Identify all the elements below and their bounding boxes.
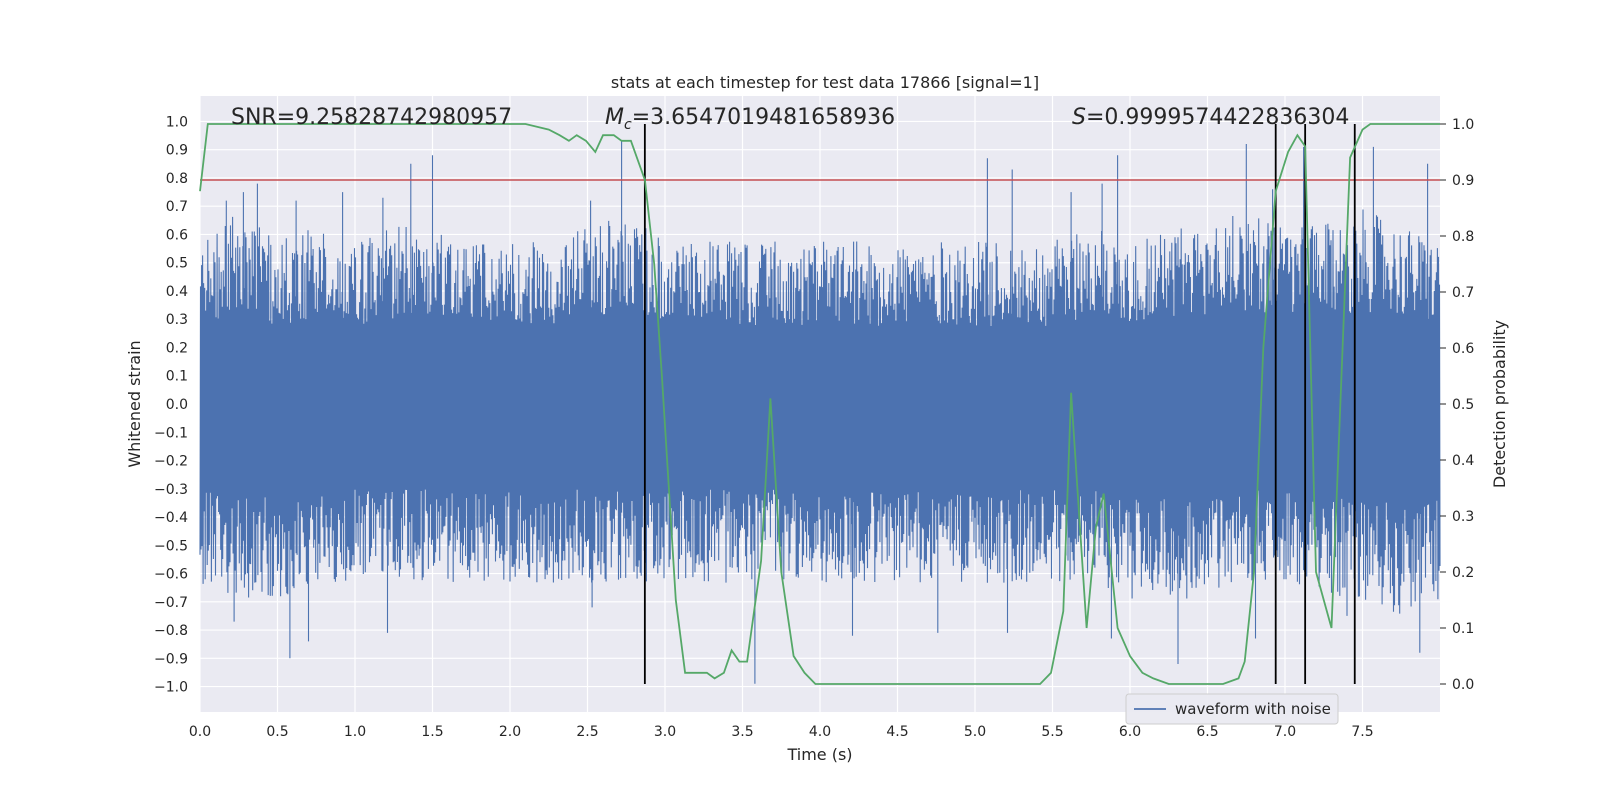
y-tick-label: −0.7 bbox=[154, 595, 188, 611]
chirp-mass-value: =3.6547019481658936 bbox=[632, 105, 895, 130]
y-tick-label: −0.4 bbox=[154, 510, 188, 526]
x-axis-label: Time (s) bbox=[786, 745, 852, 764]
y2-axis-label: Detection probability bbox=[1490, 320, 1509, 488]
y2-tick-label: 0.8 bbox=[1452, 229, 1474, 245]
y-tick-label: −0.8 bbox=[154, 623, 188, 639]
waveform-with-noise bbox=[199, 141, 1441, 684]
x-tick-label: 3.0 bbox=[654, 724, 676, 740]
chart-title: stats at each timestep for test data 178… bbox=[611, 73, 1039, 92]
detection-probability-line bbox=[199, 123, 1440, 685]
y2-tick-label: 1.0 bbox=[1452, 117, 1474, 133]
y-tick-label: 0.9 bbox=[166, 143, 188, 159]
y-tick-label: −0.9 bbox=[154, 651, 188, 667]
waveform-trace bbox=[199, 141, 1441, 684]
x-tick-label: 6.5 bbox=[1196, 724, 1218, 740]
x-tick-label: 7.5 bbox=[1351, 724, 1373, 740]
y2-tick-label: 0.0 bbox=[1452, 677, 1474, 693]
y-tick-label: 0.6 bbox=[166, 227, 188, 243]
snr-annotation: SNR=9.25828742980957 bbox=[231, 105, 512, 130]
y2-tick-label: 0.3 bbox=[1452, 509, 1474, 525]
x-tick-label: 2.0 bbox=[499, 724, 521, 740]
chirp-mass-subscript: c bbox=[624, 117, 632, 133]
event-markers bbox=[643, 124, 1356, 684]
chirp-mass-annotation: Mc=3.6547019481658936 bbox=[605, 105, 895, 133]
y-axis-label: Whitened strain bbox=[125, 340, 144, 467]
y2-tick-label: 0.9 bbox=[1452, 173, 1474, 189]
y-tick-label: 0.5 bbox=[166, 256, 188, 272]
x-tick-label: 1.0 bbox=[344, 724, 366, 740]
x-tick-label: 4.5 bbox=[886, 724, 908, 740]
y-tick-labels: 1.0 0.9 0.8 0.7 0.6 0.5 0.4 0.3 0.2 0.1 0.0 −0.1 −0.… bbox=[154, 114, 188, 695]
y2-tick-label: 0.2 bbox=[1452, 565, 1474, 581]
x-tick-label: 3.5 bbox=[731, 724, 753, 740]
legend-box bbox=[1125, 693, 1339, 725]
y2-tick-label: 0.6 bbox=[1452, 341, 1474, 357]
y-tick-label: 0.8 bbox=[166, 171, 188, 187]
y2-tick-label: 0.5 bbox=[1452, 397, 1474, 413]
x-tick-label: 1.5 bbox=[421, 724, 443, 740]
legend: waveform with noise bbox=[1125, 693, 1339, 725]
x-tick-label: 6.0 bbox=[1119, 724, 1141, 740]
y-tick-label: 0.1 bbox=[166, 369, 188, 385]
x-tick-label: 0.5 bbox=[266, 724, 288, 740]
y2-tick-label: 0.4 bbox=[1452, 453, 1474, 469]
x-tick-labels: 0.0 0.5 1.0 1.5 2.0 2.5 3.0 3.5 4.0 4.5 5.0 5.5 6.0 6… bbox=[189, 724, 1374, 740]
y2-tick-label: 0.1 bbox=[1452, 621, 1474, 637]
x-tick-label: 5.0 bbox=[964, 724, 986, 740]
y2-tick-labels: 1.0 0.9 0.8 0.7 0.6 0.5 0.4 0.3 0.2 0.1 0.0 bbox=[1440, 117, 1474, 693]
x-tick-label: 2.5 bbox=[576, 724, 598, 740]
x-tick-label: 4.0 bbox=[809, 724, 831, 740]
x-tick-label: 0.0 bbox=[189, 724, 211, 740]
score-symbol: S bbox=[1072, 105, 1086, 130]
y-tick-label: 1.0 bbox=[166, 114, 188, 130]
x-tick-label: 7.0 bbox=[1274, 724, 1296, 740]
x-tick-label: 5.5 bbox=[1041, 724, 1063, 740]
y-tick-label: −0.3 bbox=[154, 482, 188, 498]
y-tick-label: −0.5 bbox=[154, 538, 188, 554]
score-value: =0.9999574422836304 bbox=[1086, 105, 1349, 130]
y-tick-label: −0.1 bbox=[154, 425, 188, 441]
y-tick-label: −0.2 bbox=[154, 454, 188, 470]
score-annotation: S=0.9999574422836304 bbox=[1072, 105, 1349, 130]
y-tick-label: −1.0 bbox=[154, 680, 188, 696]
legend-label: waveform with noise bbox=[1175, 700, 1331, 718]
y-tick-label: 0.3 bbox=[166, 312, 188, 328]
chirp-mass-symbol: M bbox=[605, 105, 624, 130]
y-tick-label: 0.7 bbox=[166, 199, 188, 215]
y-tick-label: 0.2 bbox=[166, 340, 188, 356]
y-tick-label: −0.6 bbox=[154, 567, 188, 583]
y-tick-label: 0.0 bbox=[166, 397, 188, 413]
y-tick-label: 0.4 bbox=[166, 284, 188, 300]
y2-tick-label: 0.7 bbox=[1452, 285, 1474, 301]
